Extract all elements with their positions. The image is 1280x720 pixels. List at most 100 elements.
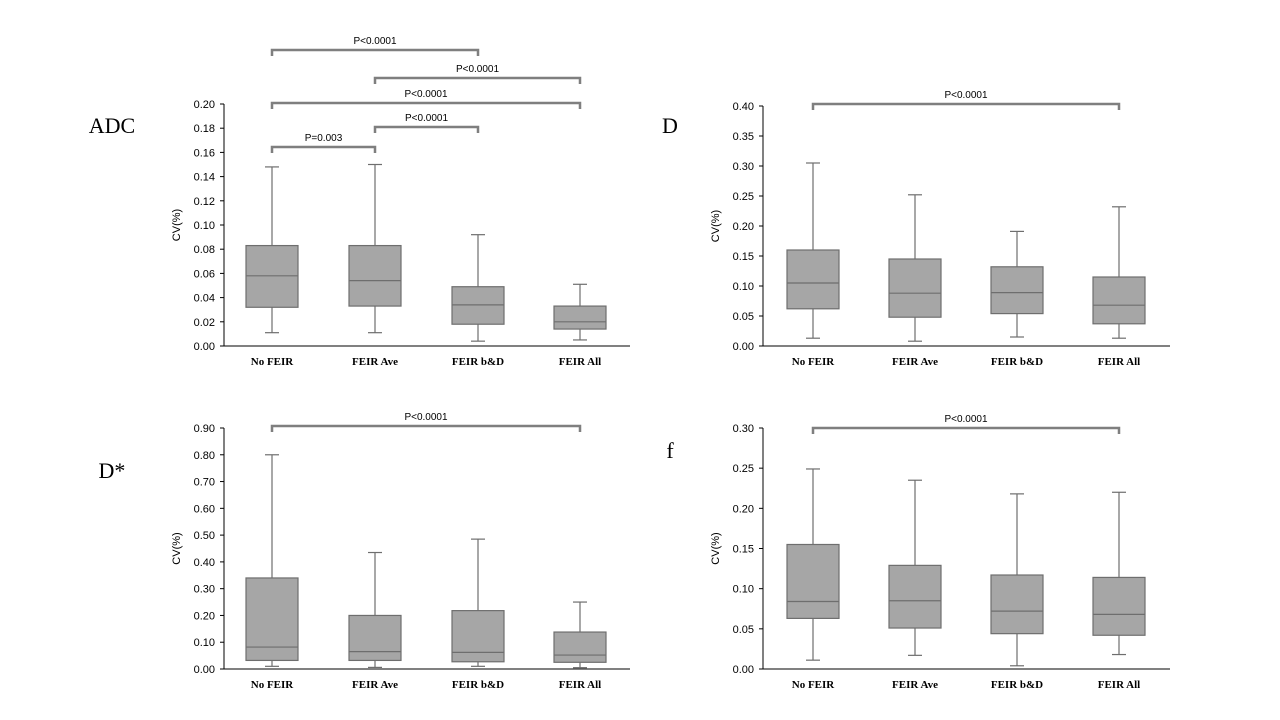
box-3	[990, 493, 1044, 667]
x-category-label: FEIR b&D	[452, 679, 504, 691]
y-tick-label: 0.20	[194, 99, 215, 111]
box-3	[451, 234, 505, 342]
panel-label: ADC	[89, 113, 135, 138]
significance-bracket: P<0.0001	[270, 89, 582, 109]
y-tick-label: 0.14	[194, 172, 215, 184]
y-tick-label: 0.15	[733, 251, 754, 263]
box-iqr	[888, 564, 942, 629]
chart-panel-2: D CV(%) 0.00 0.05 0.10 0.15 0.20 0.25 0.30 0.35 0.…	[662, 90, 1170, 368]
significance-label: P<0.0001	[456, 64, 500, 75]
significance-label: P<0.0001	[404, 412, 448, 423]
y-tick-label: 0.35	[733, 131, 754, 143]
significance-label: P<0.0001	[405, 113, 449, 124]
y-tick-label: 0.25	[733, 463, 754, 475]
x-category-label: No FEIR	[792, 679, 836, 691]
box-2	[348, 551, 402, 668]
y-tick-label: 0.00	[733, 664, 754, 676]
panel-label: D*	[99, 458, 126, 483]
y-axis-label: CV(%)	[171, 532, 183, 564]
y-tick-label: 0.50	[194, 530, 215, 542]
y-tick-label: 0.00	[733, 341, 754, 353]
box-iqr	[1092, 576, 1146, 636]
box-1	[245, 166, 299, 334]
box-iqr	[553, 631, 607, 663]
box-iqr	[451, 610, 505, 663]
x-category-label: FEIR Ave	[892, 679, 938, 691]
y-tick-label: 0.40	[733, 101, 754, 113]
box-iqr	[348, 244, 402, 307]
x-category-label: FEIR Ave	[352, 679, 398, 691]
bracket-line	[373, 76, 582, 84]
x-category-label: No FEIR	[251, 679, 295, 691]
y-tick-label: 0.30	[733, 423, 754, 435]
box-2	[348, 163, 402, 334]
y-tick-label: 0.80	[194, 450, 215, 462]
panel-label: D	[662, 113, 678, 138]
y-tick-label: 0.05	[733, 311, 754, 323]
y-tick-label: 0.10	[733, 281, 754, 293]
box-iqr	[348, 614, 402, 662]
y-tick-label: 0.25	[733, 191, 754, 203]
box-4	[553, 283, 607, 341]
bracket-line	[270, 145, 377, 153]
box-iqr	[245, 577, 299, 662]
significance-bracket: P<0.0001	[270, 412, 582, 432]
box-1	[245, 454, 299, 667]
box-iqr	[888, 258, 942, 318]
x-category-label: FEIR All	[559, 356, 601, 368]
box-3	[990, 230, 1044, 338]
y-tick-label: 0.20	[733, 503, 754, 515]
x-category-label: FEIR All	[1098, 356, 1140, 368]
y-tick-label: 0.04	[194, 293, 215, 305]
y-tick-label: 0.10	[194, 220, 215, 232]
y-axis-label: CV(%)	[710, 532, 722, 564]
y-tick-label: 0.40	[194, 557, 215, 569]
significance-label: P<0.0001	[404, 89, 448, 100]
box-3	[451, 538, 505, 667]
box-iqr	[786, 543, 840, 619]
box-iqr	[786, 249, 840, 310]
significance-label: P<0.0001	[353, 36, 397, 47]
box-2	[888, 194, 942, 342]
x-category-label: FEIR Ave	[892, 356, 938, 368]
y-tick-label: 0.06	[194, 268, 215, 280]
box-iqr	[553, 305, 607, 330]
chart-panel-4: f CV(%) 0.00 0.05 0.10 0.15 0.20 0.25 0.30 No FEI…	[666, 414, 1170, 691]
box-2	[888, 479, 942, 656]
significance-bracket: P=0.003	[270, 133, 377, 153]
chart-panel-1: ADC CV(%) 0.00 0.02 0.04 0.06 0.08 0.10 0.12 0.14…	[89, 36, 630, 368]
bracket-line	[811, 102, 1121, 110]
panel-label: f	[666, 438, 674, 463]
y-tick-label: 0.18	[194, 123, 215, 135]
y-tick-label: 0.60	[194, 503, 215, 515]
y-tick-label: 0.15	[733, 544, 754, 556]
y-tick-label: 0.30	[194, 584, 215, 596]
x-category-label: FEIR b&D	[991, 356, 1043, 368]
y-tick-label: 0.90	[194, 423, 215, 435]
box-iqr	[990, 266, 1044, 315]
y-axis-label: CV(%)	[171, 209, 183, 241]
x-category-label: FEIR All	[559, 679, 601, 691]
bracket-line	[270, 48, 480, 56]
y-tick-label: 0.12	[194, 196, 215, 208]
bracket-line	[270, 101, 582, 109]
significance-bracket: P<0.0001	[811, 414, 1121, 434]
chart-panel-3: D* CV(%) 0.00 0.10 0.20 0.30 0.40 0.50 0.60 0.70 0…	[99, 412, 630, 691]
box-4	[553, 601, 607, 669]
box-4	[1092, 491, 1146, 656]
significance-bracket: P<0.0001	[811, 90, 1121, 110]
bracket-line	[811, 426, 1121, 434]
y-tick-label: 0.30	[733, 161, 754, 173]
y-tick-label: 0.10	[194, 637, 215, 649]
x-category-label: No FEIR	[251, 356, 295, 368]
significance-bracket: P<0.0001	[373, 113, 480, 133]
x-category-label: FEIR Ave	[352, 356, 398, 368]
box-iqr	[245, 244, 299, 308]
box-iqr	[990, 574, 1044, 635]
y-tick-label: 0.05	[733, 624, 754, 636]
box-iqr	[451, 286, 505, 325]
y-tick-label: 0.70	[194, 477, 215, 489]
y-axis-label: CV(%)	[710, 210, 722, 242]
y-tick-label: 0.02	[194, 317, 215, 329]
